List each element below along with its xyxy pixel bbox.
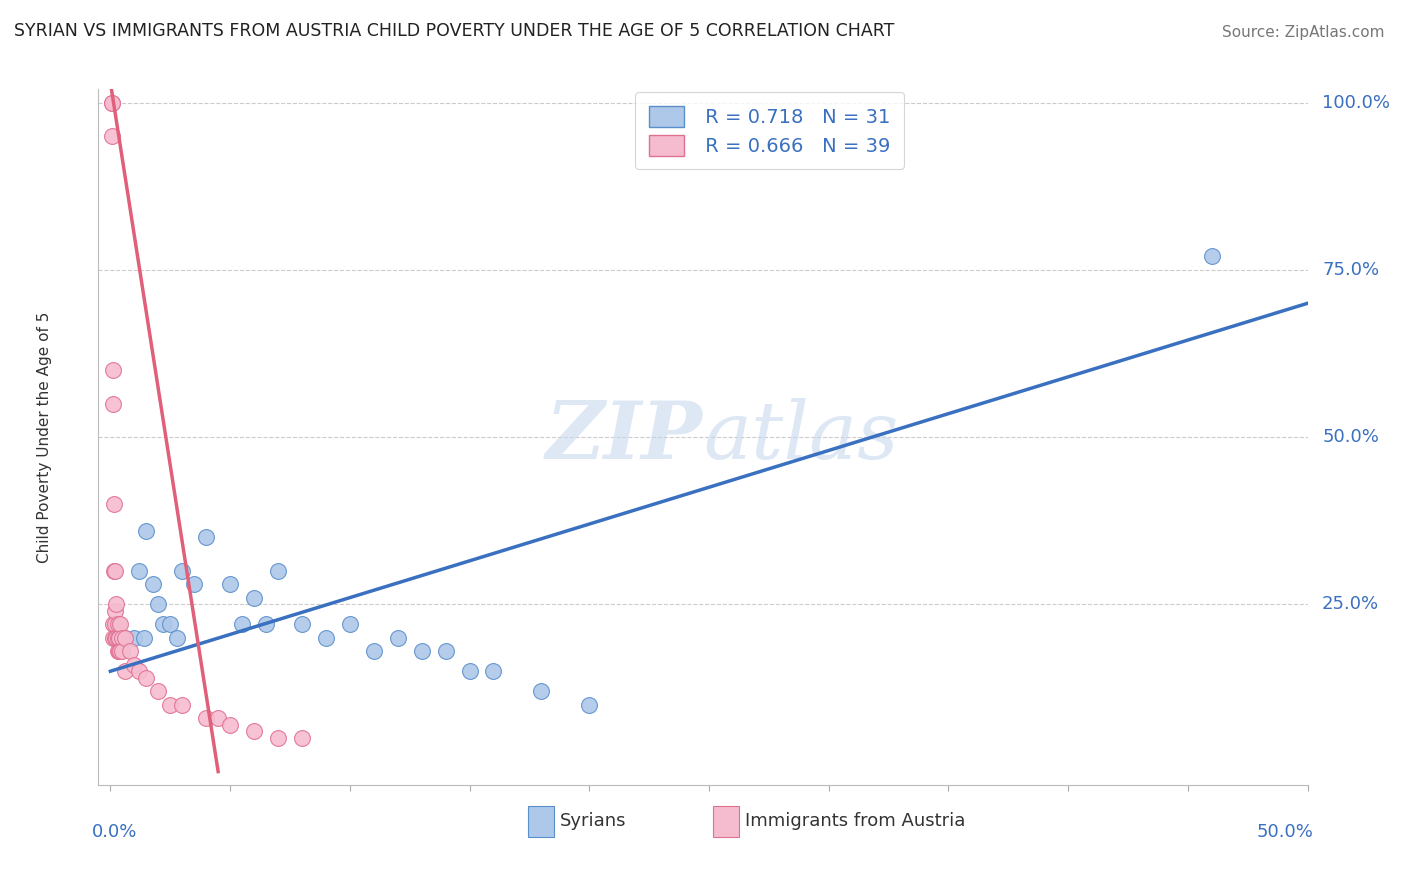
Point — [101, 631, 124, 645]
Point — [339, 617, 361, 632]
Point — [101, 128, 124, 143]
Point — [458, 664, 481, 678]
Text: 100.0%: 100.0% — [1322, 94, 1391, 112]
Point — [111, 631, 134, 645]
Text: 50.0%: 50.0% — [1257, 823, 1313, 841]
Text: SYRIAN VS IMMIGRANTS FROM AUSTRIA CHILD POVERTY UNDER THE AGE OF 5 CORRELATION C: SYRIAN VS IMMIGRANTS FROM AUSTRIA CHILD … — [14, 22, 894, 40]
Point — [118, 644, 141, 658]
Point — [195, 711, 218, 725]
Point — [159, 698, 181, 712]
Point — [103, 564, 125, 578]
Point — [108, 617, 131, 632]
Point — [135, 671, 157, 685]
Point — [267, 564, 290, 578]
Point — [148, 598, 170, 612]
Legend:  R = 0.718   N = 31,  R = 0.666   N = 39: R = 0.718 N = 31, R = 0.666 N = 39 — [636, 92, 904, 169]
Point — [291, 731, 314, 746]
Text: Child Poverty Under the Age of 5: Child Poverty Under the Age of 5 — [37, 311, 52, 563]
Text: Source: ZipAtlas.com: Source: ZipAtlas.com — [1222, 25, 1385, 40]
Point — [101, 363, 124, 377]
Point — [124, 657, 146, 672]
Point — [111, 644, 134, 658]
Bar — [713, 805, 740, 837]
Point — [128, 564, 150, 578]
Point — [243, 591, 266, 605]
Point — [166, 631, 188, 645]
Text: 0.0%: 0.0% — [93, 823, 138, 841]
Point — [104, 564, 127, 578]
Point — [107, 631, 129, 645]
Point — [103, 396, 125, 410]
Point — [114, 631, 136, 645]
Point — [107, 617, 129, 632]
Text: ZIP: ZIP — [546, 399, 703, 475]
Point — [183, 577, 205, 591]
Point — [114, 664, 136, 678]
Point — [135, 524, 157, 538]
Point — [148, 684, 170, 698]
Point — [124, 631, 146, 645]
Point — [315, 631, 337, 645]
Point — [152, 617, 174, 632]
Point — [219, 717, 242, 731]
Point — [363, 644, 385, 658]
Point — [172, 564, 194, 578]
Point — [100, 95, 122, 110]
Point — [107, 644, 129, 658]
Text: atlas: atlas — [703, 399, 898, 475]
Bar — [527, 805, 554, 837]
Point — [219, 577, 242, 591]
Point — [159, 617, 181, 632]
Point — [108, 644, 131, 658]
Point — [195, 530, 218, 544]
Point — [128, 664, 150, 678]
Point — [267, 731, 290, 746]
Point — [578, 698, 600, 712]
Point — [101, 617, 124, 632]
Point — [434, 644, 457, 658]
Point — [105, 598, 128, 612]
Point — [100, 95, 122, 110]
Point — [482, 664, 505, 678]
Point — [107, 631, 129, 645]
Point — [114, 631, 136, 645]
Point — [291, 617, 314, 632]
Point — [107, 644, 129, 658]
Point — [387, 631, 409, 645]
Text: Syrians: Syrians — [561, 813, 627, 830]
Point — [231, 617, 253, 632]
Point — [105, 631, 128, 645]
Point — [172, 698, 194, 712]
Text: Immigrants from Austria: Immigrants from Austria — [745, 813, 966, 830]
Point — [411, 644, 433, 658]
Point — [108, 631, 131, 645]
Point — [104, 604, 127, 618]
Point — [1201, 249, 1223, 264]
Point — [142, 577, 165, 591]
Point — [243, 724, 266, 739]
Point — [530, 684, 553, 698]
Point — [103, 497, 125, 511]
Text: 75.0%: 75.0% — [1322, 260, 1379, 279]
Point — [104, 617, 127, 632]
Point — [132, 631, 155, 645]
Point — [207, 711, 229, 725]
Point — [104, 631, 127, 645]
Text: 25.0%: 25.0% — [1322, 595, 1379, 614]
Text: 50.0%: 50.0% — [1322, 428, 1379, 446]
Point — [254, 617, 277, 632]
